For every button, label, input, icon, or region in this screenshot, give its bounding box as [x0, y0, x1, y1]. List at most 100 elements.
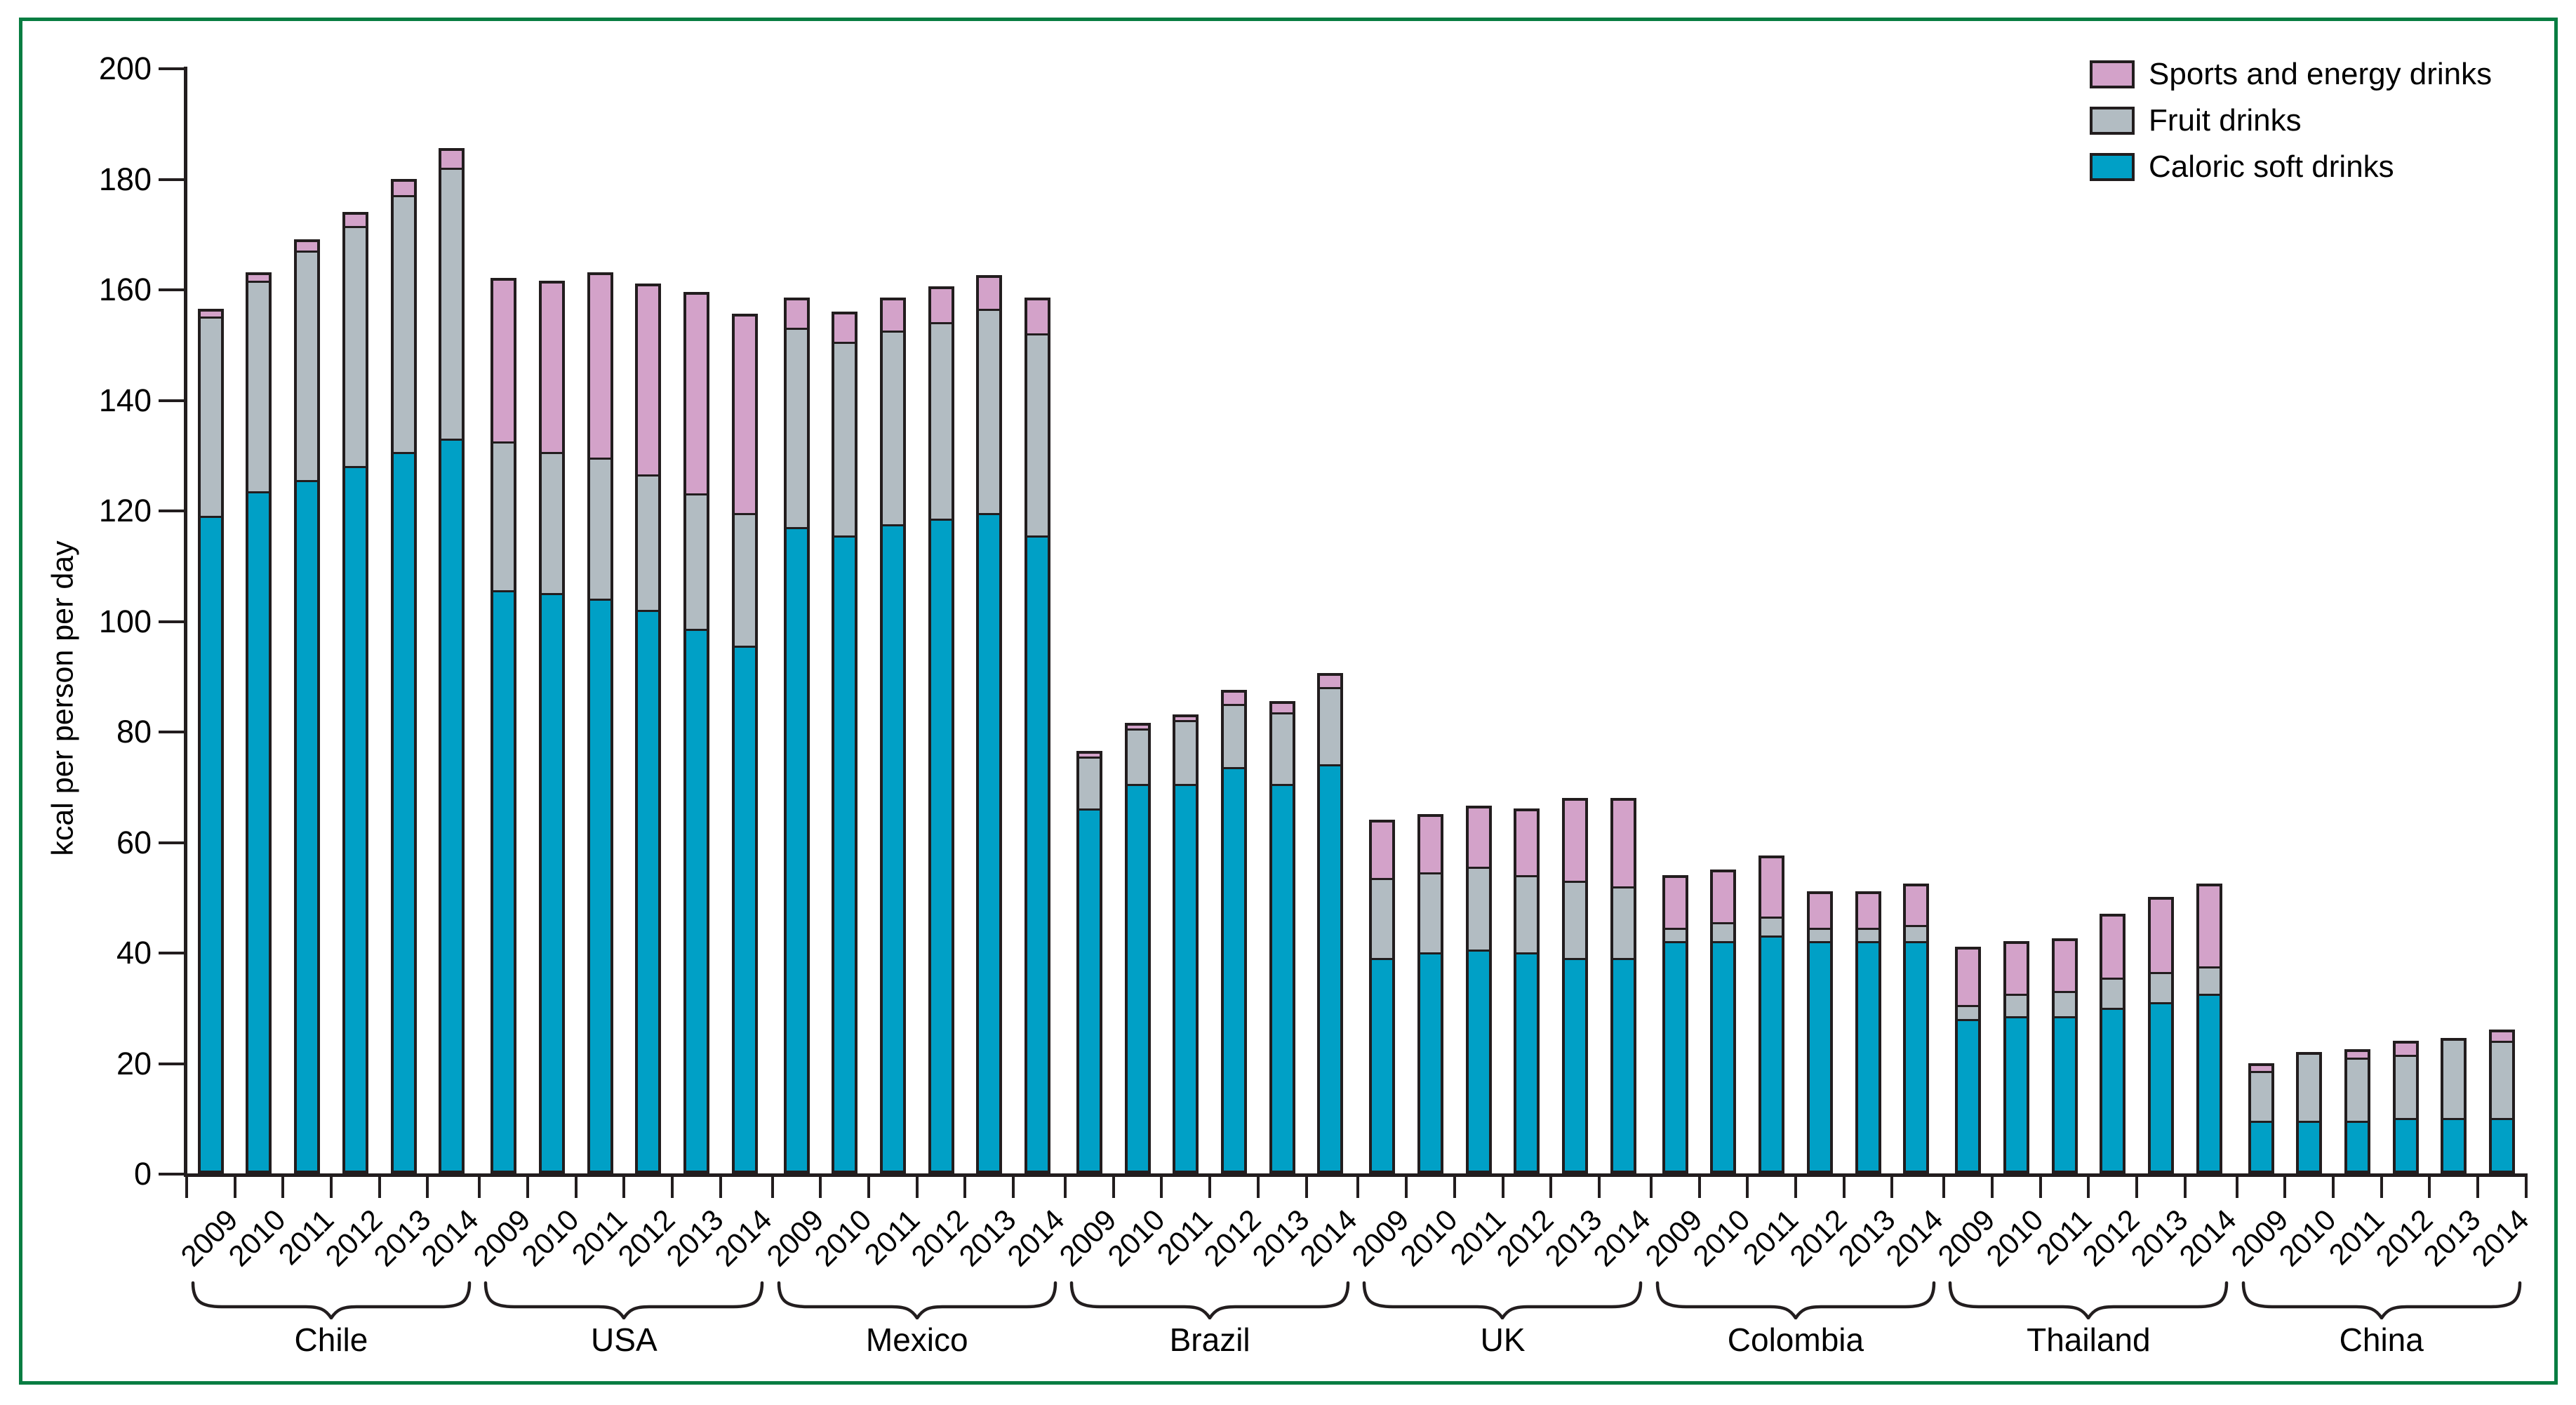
- bar-segment-soft: [2150, 1001, 2171, 1171]
- group-brace: [2241, 1281, 2521, 1319]
- y-tick-label: 100: [98, 603, 152, 639]
- y-tick-label: 120: [98, 492, 152, 528]
- y-tick-label: 20: [116, 1045, 152, 1081]
- bar-segment-fruit: [2347, 1057, 2368, 1121]
- x-axis-tick: [2038, 1177, 2042, 1198]
- bar-colombia-2010: [1710, 869, 1737, 1173]
- x-axis-tick: [915, 1177, 919, 1198]
- country-label: China: [2339, 1321, 2424, 1358]
- bar-segment-fruit: [1224, 703, 1244, 768]
- bar-segment-fruit: [1127, 728, 1148, 784]
- group-brace: [1363, 1281, 1643, 1319]
- x-axis-tick: [478, 1177, 481, 1198]
- x-axis-tick: [233, 1177, 236, 1198]
- bar-segment-fruit: [345, 225, 366, 467]
- x-axis-tick: [2332, 1177, 2335, 1198]
- y-axis-tick: [159, 620, 184, 623]
- bar-segment-fruit: [686, 493, 707, 630]
- x-axis-line: [184, 1173, 2528, 1177]
- bar-segment-fruit: [1664, 927, 1686, 942]
- x-axis-tick: [1405, 1177, 1408, 1198]
- bar-segment-sports: [1809, 894, 1830, 928]
- x-axis-tick: [185, 1177, 188, 1198]
- bar-segment-soft: [541, 593, 562, 1171]
- bar-segment-fruit: [1713, 921, 1734, 942]
- x-axis-tick: [1012, 1177, 1015, 1198]
- x-axis-tick: [526, 1177, 529, 1198]
- bar-segment-sports: [441, 151, 462, 168]
- legend: Sports and energy drinks Fruit drinks Ca…: [2090, 59, 2492, 199]
- group-brace: [483, 1281, 764, 1319]
- x-axis-tick: [1453, 1177, 1456, 1198]
- bar-uk-2013: [1562, 797, 1589, 1173]
- bar-thailand-2011: [2051, 938, 2078, 1173]
- bar-segment-sports: [2250, 1065, 2271, 1072]
- y-axis-tick: [159, 67, 184, 70]
- bar-brazil-2011: [1173, 714, 1199, 1173]
- bar-segment-soft: [979, 513, 1000, 1171]
- bar-segment-sports: [1175, 717, 1196, 721]
- bar-brazil-2013: [1269, 700, 1295, 1173]
- y-axis-title: kcal per person per day: [46, 540, 80, 856]
- figure-border: [19, 18, 2558, 1385]
- bar-mexico-2012: [928, 286, 954, 1173]
- bar-segment-soft: [2395, 1118, 2416, 1171]
- bar-china-2011: [2344, 1048, 2370, 1173]
- bar-usa-2013: [683, 291, 709, 1173]
- bar-segment-soft: [1372, 957, 1393, 1171]
- y-tick-label: 160: [98, 271, 152, 307]
- bar-segment-fruit: [1516, 874, 1537, 953]
- group-brace: [1948, 1281, 2229, 1319]
- x-axis-tick: [1501, 1177, 1504, 1198]
- bar-segment-sports: [1857, 894, 1878, 928]
- y-axis-tick: [159, 952, 184, 954]
- y-axis-tick: [159, 1173, 184, 1176]
- soft-swatch-icon: [2090, 153, 2135, 181]
- x-axis-tick: [1794, 1177, 1797, 1198]
- y-tick-label: 80: [116, 713, 152, 750]
- x-axis-tick: [2283, 1177, 2287, 1198]
- bar-segment-fruit: [393, 195, 414, 453]
- bar-segment-soft: [297, 479, 318, 1171]
- bar-segment-soft: [441, 438, 462, 1171]
- x-axis-tick: [2087, 1177, 2090, 1198]
- bar-segment-soft: [2054, 1016, 2075, 1171]
- group-brace: [1655, 1281, 1935, 1319]
- bar-segment-sports: [638, 286, 659, 474]
- bar-segment-soft: [393, 452, 414, 1171]
- bar-thailand-2013: [2147, 897, 2174, 1173]
- bar-segment-soft: [2299, 1121, 2320, 1171]
- country-label: UK: [1480, 1321, 1526, 1358]
- sports-swatch-icon: [2090, 60, 2135, 88]
- y-axis-tick: [159, 841, 184, 844]
- bar-segment-soft: [1027, 535, 1048, 1171]
- bar-colombia-2009: [1662, 874, 1688, 1173]
- bar-segment-sports: [834, 314, 855, 342]
- bar-segment-fruit: [2102, 977, 2123, 1008]
- bar-segment-sports: [345, 214, 366, 226]
- bar-segment-fruit: [1906, 924, 1927, 942]
- bar-china-2014: [2489, 1030, 2515, 1173]
- bar-segment-sports: [2006, 944, 2027, 994]
- bar-usa-2011: [587, 272, 613, 1173]
- bar-segment-fruit: [1175, 720, 1196, 784]
- x-axis-tick: [574, 1177, 578, 1198]
- x-axis-tick: [963, 1177, 967, 1198]
- x-axis-tick: [1064, 1177, 1067, 1198]
- bar-segment-sports: [1565, 800, 1586, 881]
- country-label: USA: [591, 1321, 658, 1358]
- legend-item-fruit: Fruit drinks: [2090, 105, 2492, 136]
- x-axis-tick: [1942, 1177, 1946, 1198]
- bar-segment-soft: [786, 526, 807, 1171]
- x-axis-tick: [329, 1177, 333, 1198]
- country-label: Brazil: [1169, 1321, 1250, 1358]
- bar-segment-fruit: [1761, 916, 1782, 936]
- bar-segment-sports: [1027, 300, 1048, 334]
- y-axis-tick: [159, 731, 184, 733]
- bar-uk-2010: [1417, 814, 1443, 1173]
- x-axis-tick: [2476, 1177, 2480, 1198]
- bar-chile-2010: [246, 272, 272, 1173]
- x-axis-tick: [770, 1177, 774, 1198]
- bar-mexico-2013: [976, 275, 1003, 1173]
